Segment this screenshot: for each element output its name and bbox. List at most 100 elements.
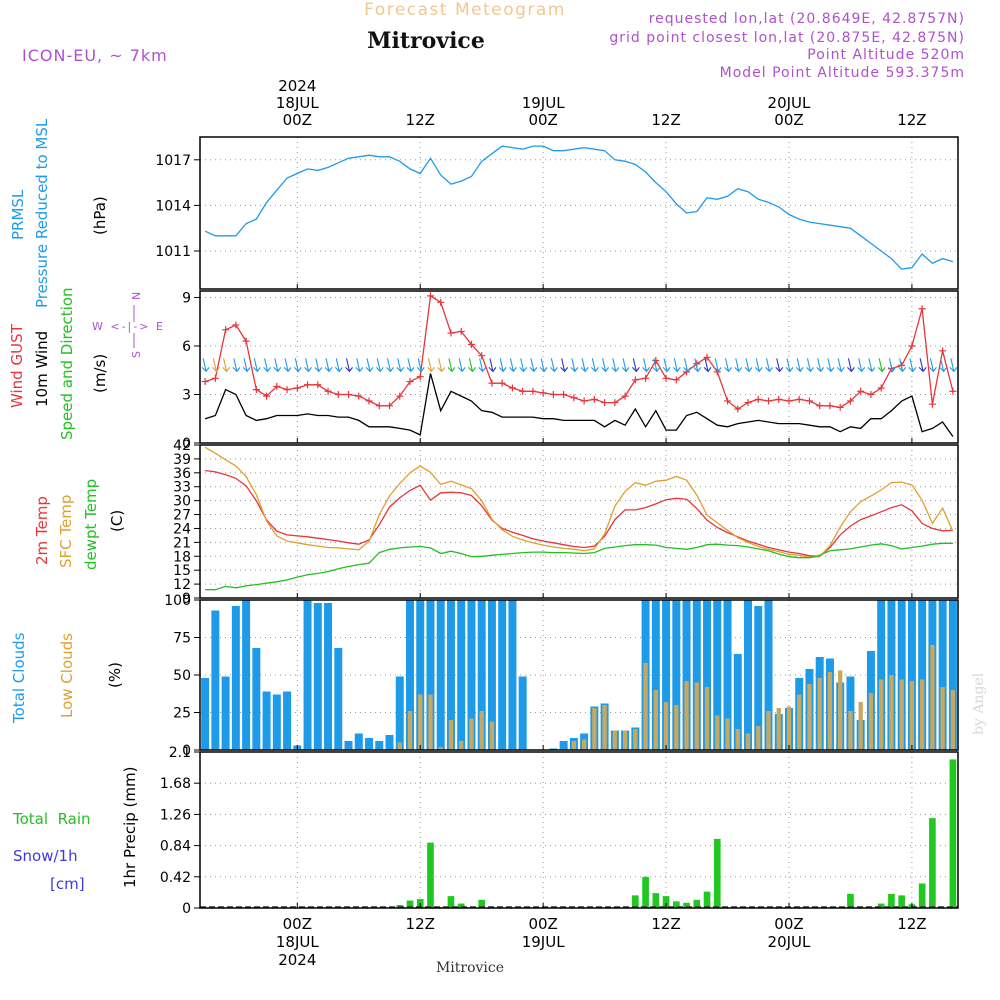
gust-point <box>406 378 414 386</box>
low-cloud-bar <box>940 687 945 750</box>
wind-arrow-icon <box>550 358 558 373</box>
low-cloud-bar <box>797 694 802 750</box>
gust-point <box>539 389 547 397</box>
gust-point <box>765 397 772 405</box>
wind-arrow-icon <box>652 358 661 373</box>
wind-dir-label: Speed and Direction <box>58 287 76 440</box>
time-label: 2024 <box>278 77 316 95</box>
total-cloud-bar <box>744 600 753 750</box>
gust-point <box>611 399 619 407</box>
total-cloud-bar <box>754 606 763 750</box>
time-label: 00Z <box>528 915 557 933</box>
wind-arrow-icon <box>611 358 620 373</box>
gust-point <box>805 397 813 405</box>
compass-row: W <-|-> E <box>92 320 165 333</box>
gust-point <box>467 340 475 348</box>
wind10-label: 10m Wind <box>33 331 51 407</box>
gust-point <box>590 395 598 403</box>
gust-point <box>416 373 424 381</box>
total-cloud-bar <box>672 600 681 750</box>
total-cloud-bar <box>201 678 210 750</box>
precipitation-ytick-label: 0.42 <box>160 870 191 886</box>
low-cloud-bar <box>407 711 413 750</box>
wind-arrow-icon <box>498 358 507 373</box>
low-cloud-bar <box>786 706 792 750</box>
total-cloud-bar <box>897 600 906 750</box>
gust-point <box>672 376 680 384</box>
gust-point <box>519 387 527 395</box>
temperature-ytick-label: 15 <box>173 563 191 579</box>
gust-point <box>939 347 947 355</box>
wind-arrow-icon <box>908 358 917 373</box>
gust-label: Wind GUST <box>8 323 26 408</box>
gust-point <box>437 298 445 306</box>
wind-arrow-icon <box>447 358 456 373</box>
time-label: 00Z <box>283 111 312 129</box>
time-label: 00Z <box>774 915 803 933</box>
clouds-ytick-label: 75 <box>173 631 191 647</box>
wind-arrow-icon <box>672 358 681 373</box>
footer-location: Mitrovice <box>436 960 504 976</box>
rain-bar <box>949 759 957 908</box>
gust-point <box>211 374 219 382</box>
time-label: 20JUL <box>768 94 811 112</box>
rain-bar <box>672 901 680 908</box>
precipitation-ytick-label: 0 <box>182 901 191 917</box>
precipitation-ytick-label: 2.1 <box>169 745 191 761</box>
sfc-label: SFC Temp <box>57 495 75 568</box>
precip-legend: Total Rain Snow/1h [cm] 1hr Precip (mm) <box>12 767 139 893</box>
rain-bar <box>632 895 639 908</box>
wind-arrow-icon <box>580 358 589 373</box>
wind-arrow-icon <box>918 358 927 373</box>
low-cloud-bar <box>489 721 495 750</box>
time-label: 12Z <box>651 915 680 933</box>
gust-point <box>816 402 824 410</box>
wind-arrow-icon <box>232 358 241 373</box>
total-cloud-bar <box>446 600 455 750</box>
gust-point <box>334 390 342 398</box>
pressure-ytick-label: 1014 <box>155 198 191 214</box>
time-label: 00Z <box>774 111 803 129</box>
precip-unit: 1hr Precip (mm) <box>121 767 139 888</box>
model-altitude: Model Point Altitude 593.375m <box>720 65 965 81</box>
temperature-ytick-label: 9 <box>182 591 191 607</box>
pressure-prmsl-line <box>204 145 954 270</box>
low-cloud-bar <box>735 729 740 750</box>
low-cloud-bar <box>397 742 402 750</box>
wind-arrow-icon <box>877 358 886 373</box>
low-cloud-bar <box>930 645 935 750</box>
wind-arrow-icon <box>416 358 425 373</box>
low-cloud-bar <box>602 705 607 750</box>
total-cloud-bar <box>303 600 312 750</box>
wind-arrow-icon <box>836 358 845 373</box>
rain-bar <box>652 893 660 908</box>
gust-point <box>529 387 537 395</box>
rain-bar <box>457 903 465 908</box>
wind-arrow-icon <box>365 358 374 373</box>
total-cloud-bar <box>436 600 445 750</box>
low-cloud-label: Low Clouds <box>58 633 76 718</box>
rain-bar <box>662 896 670 908</box>
rain-bar <box>929 818 936 908</box>
total-cloud-bar <box>283 691 292 750</box>
low-cloud-bar <box>776 708 781 750</box>
total-cloud-bar <box>733 654 742 750</box>
gust-point <box>314 381 322 389</box>
low-cloud-bar <box>919 679 925 750</box>
low-cloud-bar <box>807 684 812 750</box>
gust-point <box>836 403 844 411</box>
wind-arrow-icon <box>457 358 466 373</box>
total-cloud-bar <box>723 600 732 750</box>
requested-coords: requested lon,lat (20.8649E, 42.8757N) <box>649 11 965 27</box>
wind-arrow-icon <box>662 358 671 373</box>
gust-point <box>601 399 609 407</box>
pressure-legend: PRMSL Pressure Reduced to MSL (hPa) <box>9 118 109 308</box>
pressure-label-prmsl: PRMSL <box>9 189 27 240</box>
precipitation-ytick-label: 0.84 <box>160 839 191 855</box>
time-label: 19JUL <box>522 94 565 112</box>
gust-point <box>426 292 434 300</box>
total-cloud-bar <box>713 600 722 750</box>
pressure-label-full: Pressure Reduced to MSL <box>33 118 51 308</box>
total-cloud-bar <box>467 600 476 750</box>
